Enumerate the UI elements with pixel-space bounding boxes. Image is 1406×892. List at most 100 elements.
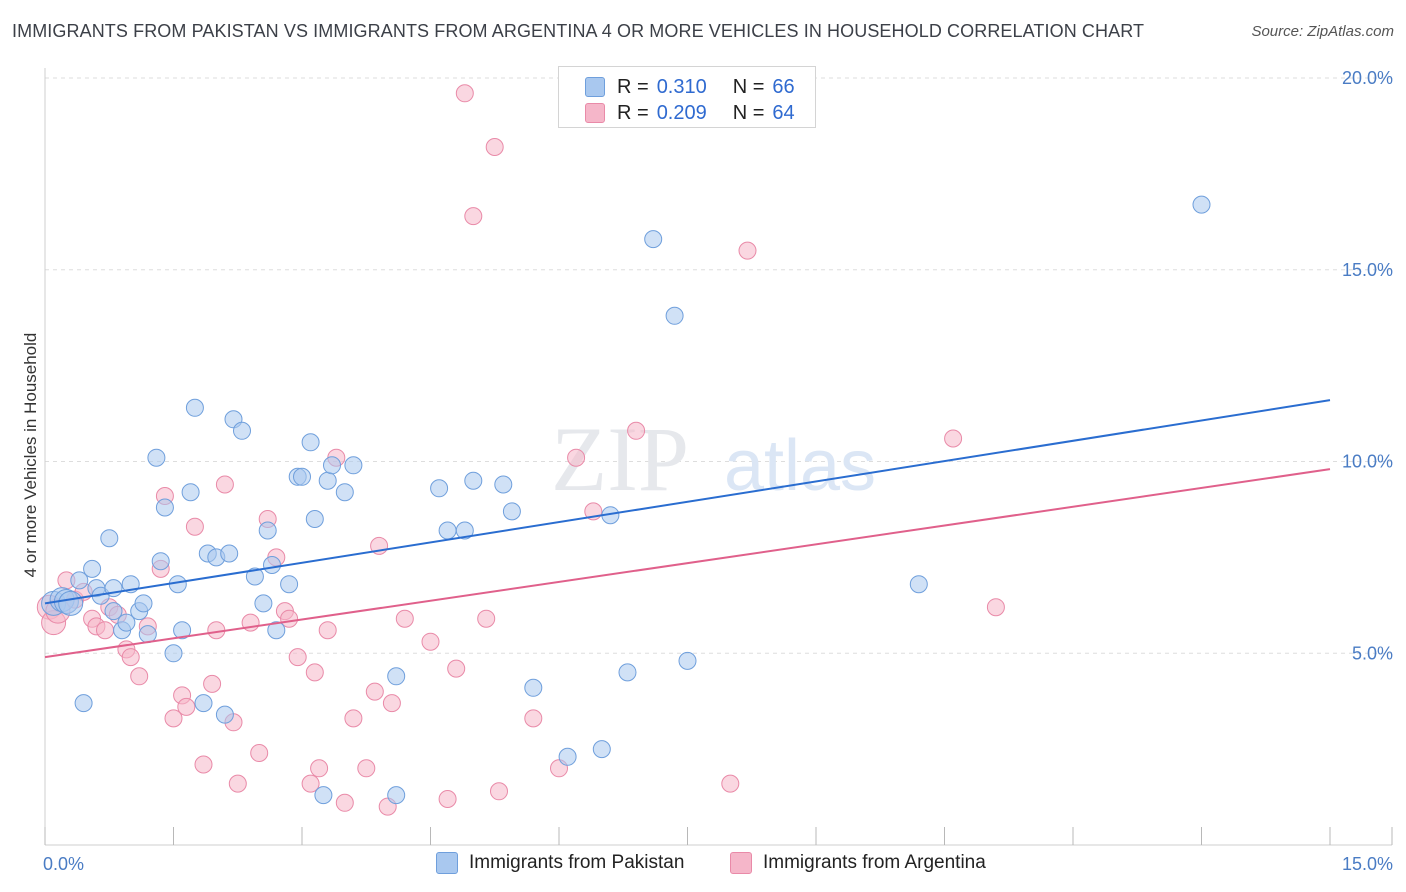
point-pakistan-40 — [293, 467, 311, 486]
point-pakistan-30 — [220, 544, 239, 563]
point-argentina-59 — [627, 421, 646, 440]
bottom-legend-label-pakistan: Immigrants from Pakistan — [469, 852, 685, 873]
y-axis-title: 4 or more Vehicles in Household — [21, 333, 40, 578]
point-pakistan-24 — [181, 483, 200, 502]
point-pakistan-4 — [70, 571, 89, 590]
bottom-legend-pakistan: Immigrants from Pakistan — [436, 852, 684, 874]
point-pakistan-55 — [502, 502, 521, 521]
point-pakistan-61 — [644, 230, 663, 249]
point-argentina-62 — [944, 429, 963, 448]
point-argentina-8 — [96, 621, 114, 640]
legend-swatch-pakistan — [585, 77, 605, 97]
point-pakistan-63 — [678, 651, 697, 670]
point-pakistan-29 — [215, 705, 234, 724]
legend-n-label: N = — [732, 75, 765, 98]
point-pakistan-65 — [1192, 195, 1211, 214]
point-pakistan-41 — [301, 433, 320, 452]
y-tick-label-1: 10.0% — [1342, 452, 1393, 472]
point-pakistan-32 — [233, 421, 251, 440]
bottom-legend-swatch-pakistan — [436, 852, 458, 874]
point-pakistan-23 — [173, 621, 192, 640]
chart-title: IMMIGRANTS FROM PAKISTAN VS IMMIGRANTS F… — [12, 21, 1145, 41]
legend-swatch-argentina — [585, 103, 605, 123]
watermark: ZIP atlas — [551, 408, 876, 510]
point-argentina-54 — [490, 782, 508, 801]
point-pakistan-45 — [323, 456, 341, 475]
legend-r-value-argentina: 0.209 — [656, 101, 707, 124]
x-tick-label-min: 0.0% — [43, 854, 84, 874]
point-pakistan-21 — [164, 644, 183, 663]
point-pakistan-56 — [524, 678, 543, 697]
point-pakistan-3 — [58, 590, 84, 616]
series-pakistan-points — [41, 195, 1211, 805]
y-tick-label-2: 15.0% — [1342, 260, 1393, 280]
point-pakistan-36 — [263, 556, 281, 574]
point-pakistan-54 — [494, 475, 513, 494]
point-pakistan-11 — [104, 602, 123, 621]
point-argentina-24 — [215, 475, 234, 494]
trend-line-argentina — [44, 468, 1331, 659]
point-argentina-47 — [421, 632, 440, 651]
point-pakistan-34 — [254, 594, 273, 613]
point-argentina-52 — [477, 609, 496, 628]
trend-lines — [44, 399, 1331, 659]
legend-r-label: R = — [617, 101, 649, 124]
point-pakistan-17 — [138, 625, 157, 644]
watermark-atlas: atlas — [724, 426, 876, 506]
x-tick-label-max: 15.0% — [1342, 854, 1393, 874]
point-argentina-39 — [335, 793, 354, 812]
point-argentina-51 — [464, 207, 483, 226]
point-pakistan-18 — [147, 448, 166, 467]
point-pakistan-58 — [592, 740, 611, 759]
point-pakistan-25 — [185, 398, 204, 417]
point-pakistan-60 — [618, 663, 637, 682]
point-argentina-13 — [130, 667, 149, 686]
legend-r-value-pakistan: 0.310 — [656, 75, 707, 98]
point-pakistan-57 — [558, 747, 577, 766]
point-argentina-19 — [177, 697, 196, 716]
point-argentina-63 — [986, 598, 1005, 617]
y-tick-label-3: 20.0% — [1342, 68, 1393, 88]
point-argentina-57 — [567, 448, 586, 467]
point-pakistan-44 — [318, 471, 337, 490]
legend-n-value-pakistan: 66 — [772, 75, 795, 98]
point-argentina-20 — [185, 517, 204, 536]
point-argentina-35 — [305, 663, 324, 682]
point-argentina-41 — [357, 759, 376, 778]
legend-r-label: R = — [617, 75, 649, 98]
tick-labels: 5.0% 10.0% 15.0% 20.0% 0.0% 15.0% — [43, 68, 1393, 874]
point-pakistan-47 — [344, 456, 363, 475]
source-label: Source: ZipAtlas.com — [1251, 23, 1394, 40]
point-pakistan-51 — [438, 521, 457, 540]
point-pakistan-53 — [464, 471, 483, 490]
point-argentina-17 — [164, 709, 183, 728]
point-argentina-61 — [738, 241, 757, 260]
point-pakistan-9 — [100, 529, 119, 548]
point-argentina-28 — [250, 744, 269, 762]
grid-lines — [45, 77, 1392, 654]
legend-n-value-argentina: 64 — [772, 101, 795, 124]
legend: R = 0.310 N = 66 R = 0.209 N = 64 — [558, 66, 816, 128]
point-pakistan-37 — [267, 621, 286, 640]
point-pakistan-62 — [665, 306, 684, 325]
point-pakistan-46 — [335, 483, 354, 502]
point-argentina-50 — [455, 84, 474, 103]
point-pakistan-19 — [151, 552, 170, 571]
point-pakistan-52 — [455, 521, 474, 540]
legend-row-pakistan: R = 0.310 N = 66 — [585, 76, 795, 98]
y-tick-label-0: 5.0% — [1352, 643, 1393, 663]
point-argentina-37 — [318, 621, 337, 640]
point-argentina-46 — [395, 609, 414, 628]
bottom-legend-swatch-argentina — [730, 852, 752, 874]
point-pakistan-38 — [280, 575, 299, 594]
point-argentina-55 — [524, 709, 543, 728]
point-pakistan-43 — [314, 786, 333, 805]
point-pakistan-49 — [387, 667, 406, 686]
point-pakistan-13 — [117, 613, 136, 632]
trend-line-pakistan — [44, 399, 1331, 605]
legend-n-label: N = — [732, 101, 765, 124]
point-pakistan-64 — [909, 575, 928, 594]
point-argentina-40 — [344, 709, 363, 728]
point-argentina-42 — [365, 682, 384, 701]
